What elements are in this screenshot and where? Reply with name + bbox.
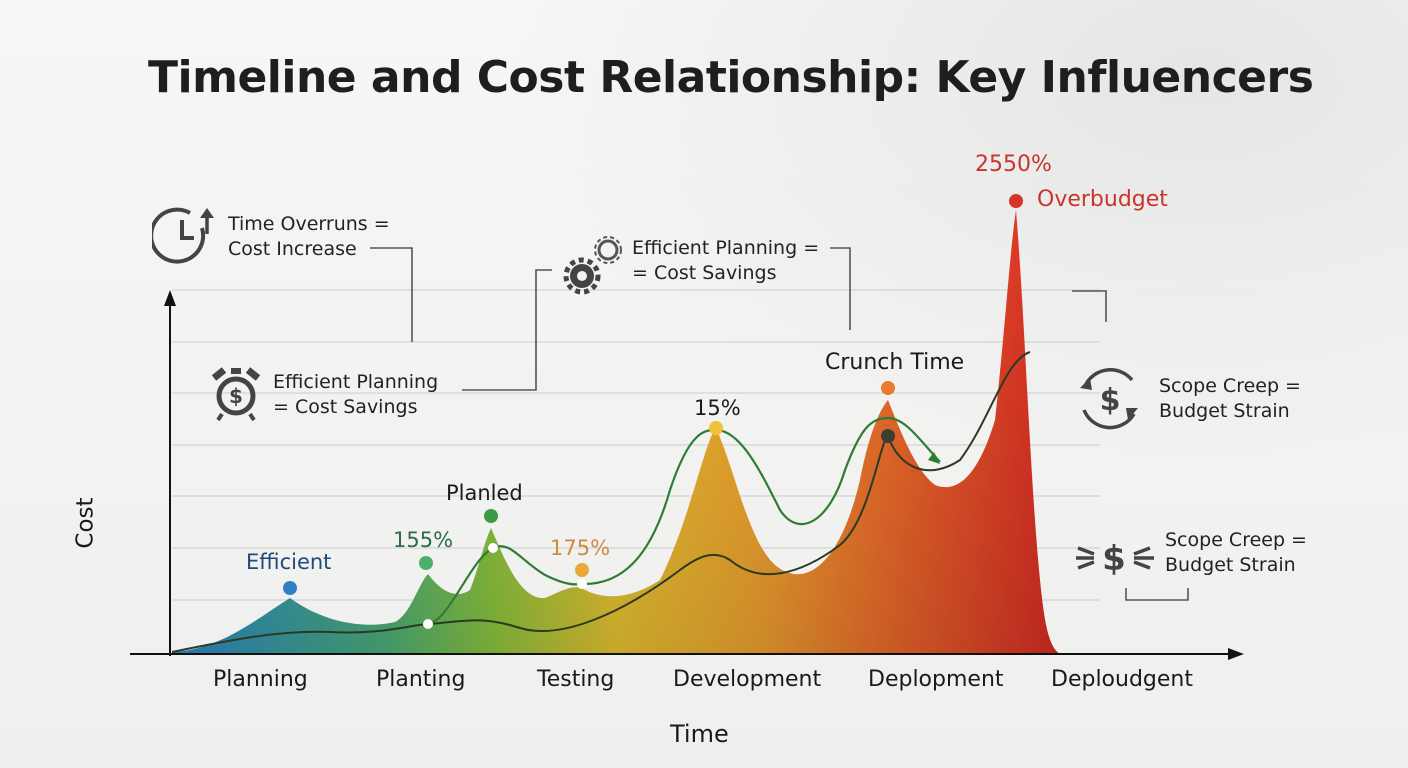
annotation-scope-creep-2: Scope Creep = Budget Strain <box>1165 529 1307 576</box>
label-planled: Planled <box>446 481 523 505</box>
gears-icon <box>560 234 628 300</box>
annotation-efficient-planning-top: Efficient Planning = = Cost Savings <box>632 237 820 284</box>
label-15: 15% <box>694 396 741 420</box>
annotation-scope-creep-1: Scope Creep = Budget Strain <box>1159 375 1301 422</box>
annotation-efficient-planning-left: Efficient Planning = Cost Savings <box>273 371 439 418</box>
svg-text:$: $ <box>229 384 243 408</box>
annotation-time-overruns: Time Overruns = Cost Increase <box>228 213 390 260</box>
chart-title: Timeline and Cost Relationship: Key Infl… <box>148 52 1314 103</box>
x-tick-planning: Planning <box>213 667 308 692</box>
x-tick-development: Development <box>673 667 822 692</box>
svg-text:$: $ <box>1100 383 1121 418</box>
svg-text:$: $ <box>1102 539 1126 579</box>
dollar-burst-icon: $ <box>1074 536 1158 584</box>
label-175: 175% <box>550 536 611 560</box>
label-2550: 2550% <box>975 152 1052 177</box>
cycle-dollar-icon: $ <box>1074 366 1146 438</box>
x-tick-deplopment: Deplopment <box>868 667 1004 692</box>
label-efficient: Efficient <box>246 550 332 574</box>
label-crunch-time: Crunch Time <box>825 350 965 375</box>
x-axis-label: Time <box>670 720 729 748</box>
x-tick-deploudgent: Deploudgent <box>1051 667 1193 692</box>
label-155: 155% <box>393 528 454 552</box>
y-axis-label: Cost <box>72 497 99 549</box>
label-overbudget: Overbudget <box>1037 187 1168 212</box>
alarm-dollar-icon: $ <box>210 366 262 426</box>
x-tick-planting: Planting <box>376 667 466 692</box>
x-tick-testing: Testing <box>537 667 615 692</box>
clock-up-icon <box>149 206 216 272</box>
